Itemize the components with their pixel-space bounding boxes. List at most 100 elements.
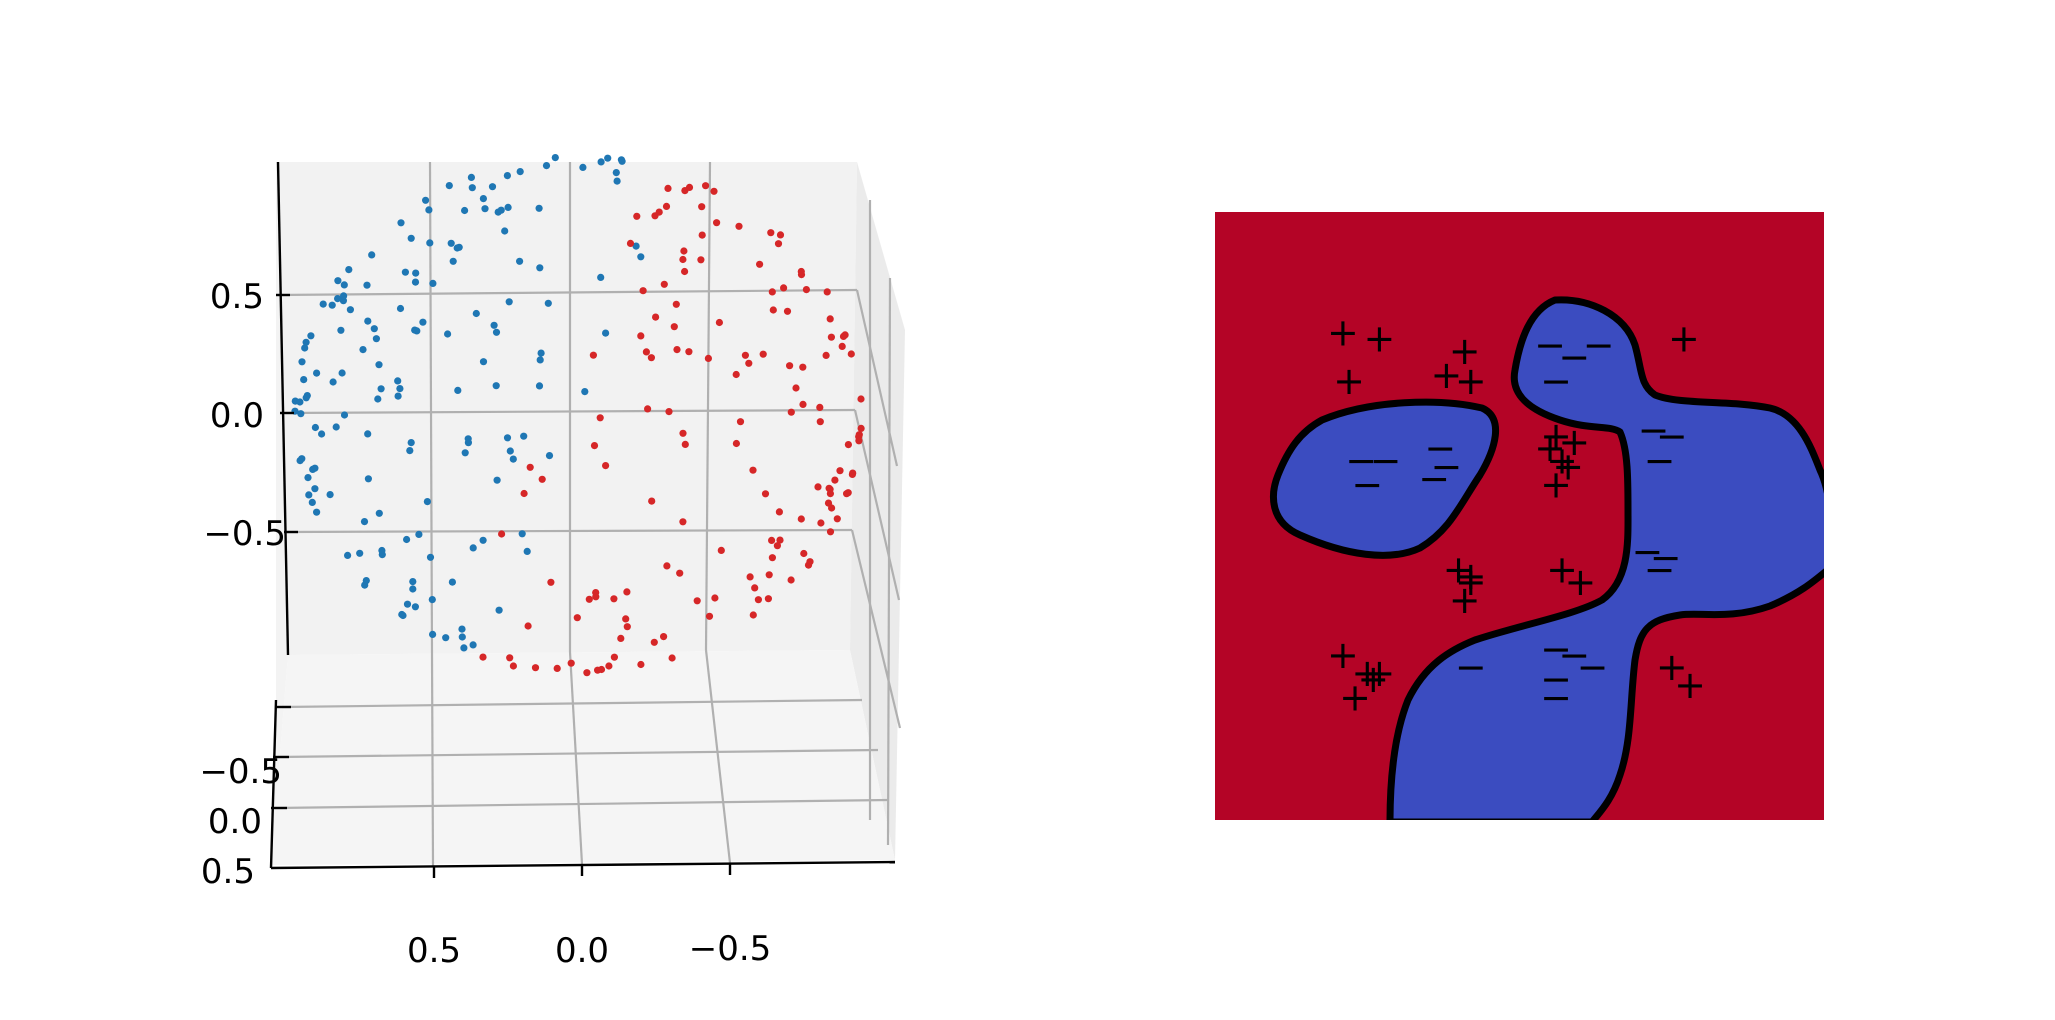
scatter-point bbox=[407, 234, 415, 242]
plus-marker: + bbox=[1656, 645, 1688, 689]
scatter-point bbox=[681, 440, 689, 448]
scatter-point bbox=[680, 247, 688, 255]
scatter-point bbox=[375, 361, 383, 369]
x-tick-label: 0.5 bbox=[407, 931, 461, 971]
scatter-point bbox=[590, 442, 599, 450]
scatter-point bbox=[542, 162, 551, 170]
scatter-point bbox=[396, 385, 404, 393]
scatter-point bbox=[423, 498, 431, 506]
scatter-point bbox=[429, 630, 437, 639]
scatter-point bbox=[481, 205, 489, 213]
z-tick-label: −0.5 bbox=[203, 514, 286, 554]
z-axis-ticks: 0.5 0.0 −0.5 bbox=[203, 277, 298, 554]
plus-marker: + bbox=[1327, 311, 1359, 355]
scatter-point bbox=[663, 562, 671, 570]
scatter-point bbox=[368, 251, 376, 259]
scatter-point bbox=[503, 434, 512, 442]
scatter-point bbox=[334, 295, 342, 303]
scatter-point bbox=[356, 549, 364, 557]
scatter-point bbox=[468, 184, 476, 192]
scatter-point bbox=[745, 359, 753, 367]
scatter-point bbox=[429, 279, 437, 287]
scatter-point bbox=[535, 204, 543, 212]
scatter-point bbox=[469, 544, 477, 552]
minus-marker: − bbox=[1534, 323, 1566, 367]
scatter-point bbox=[567, 659, 575, 667]
scatter-point bbox=[394, 377, 402, 385]
scatter-point bbox=[407, 439, 415, 447]
scatter-point bbox=[544, 299, 552, 307]
minus-marker: − bbox=[1418, 457, 1450, 501]
scatter-point bbox=[613, 177, 621, 185]
scatter-point bbox=[305, 491, 313, 499]
scatter-point bbox=[360, 518, 369, 526]
scatter-point bbox=[454, 386, 462, 394]
scatter-point bbox=[855, 437, 863, 445]
scatter-point bbox=[672, 300, 680, 308]
scatter-point bbox=[597, 158, 605, 166]
scatter-point bbox=[786, 362, 794, 370]
negative-regions bbox=[1270, 296, 1824, 820]
scatter-point bbox=[668, 654, 676, 662]
scatter-point bbox=[469, 641, 477, 649]
scatter-point bbox=[526, 463, 534, 471]
scatter-point bbox=[799, 363, 807, 371]
scatter-point bbox=[768, 554, 777, 562]
scatter-point bbox=[307, 332, 315, 340]
scatter-point bbox=[623, 623, 631, 631]
scatter-point bbox=[787, 408, 795, 416]
scatter-point bbox=[303, 392, 311, 400]
plus-marker: + bbox=[1564, 560, 1596, 604]
scatter-point bbox=[509, 455, 517, 463]
scatter-point bbox=[409, 585, 417, 593]
scatter-point bbox=[501, 227, 509, 235]
scatter-point bbox=[664, 184, 672, 192]
scatter-point bbox=[428, 596, 436, 604]
scatter-point bbox=[338, 369, 346, 377]
scatter-point bbox=[633, 212, 641, 220]
scatter-point bbox=[448, 578, 456, 586]
scatter-point bbox=[492, 382, 500, 390]
scatter-point bbox=[296, 398, 304, 406]
scatter-point bbox=[461, 206, 469, 215]
scatter-point bbox=[623, 588, 631, 596]
scatter-point bbox=[300, 376, 308, 384]
scatter-point bbox=[637, 332, 645, 340]
plus-marker: + bbox=[1455, 560, 1487, 604]
scatter-point bbox=[780, 284, 788, 292]
scatter-point bbox=[479, 653, 487, 661]
scatter-point bbox=[715, 318, 724, 327]
x-axis-ticks: 0.5 0.0 −0.5 bbox=[407, 863, 771, 971]
scatter-point bbox=[827, 333, 836, 341]
scatter-point bbox=[455, 243, 463, 251]
scatter-point bbox=[506, 447, 514, 455]
scatter-point bbox=[711, 594, 719, 602]
scatter-point bbox=[531, 664, 540, 672]
scatter-point bbox=[313, 369, 321, 377]
scatter-point bbox=[547, 578, 555, 586]
scatter-point bbox=[660, 633, 668, 641]
scatter-point bbox=[545, 452, 554, 460]
scatter-point bbox=[394, 392, 402, 400]
scatter-point bbox=[401, 268, 409, 276]
scatter-point bbox=[464, 435, 472, 443]
minus-marker: − bbox=[1583, 323, 1615, 367]
scatter-points bbox=[291, 154, 865, 677]
minus-marker: − bbox=[1644, 548, 1676, 592]
scatter-point bbox=[756, 260, 764, 268]
scatter-point bbox=[597, 273, 605, 281]
pane-floor bbox=[271, 650, 895, 865]
plus-marker: + bbox=[1546, 438, 1578, 482]
scatter-point bbox=[364, 430, 372, 438]
plus-marker: + bbox=[1443, 548, 1475, 592]
scatter-point bbox=[713, 219, 721, 227]
scatter-point bbox=[647, 354, 656, 362]
scatter-point bbox=[326, 491, 334, 499]
scatter-point bbox=[626, 239, 635, 247]
scatter-point bbox=[736, 418, 745, 426]
scatter-point bbox=[816, 418, 824, 426]
scatter-point bbox=[751, 584, 759, 592]
scatter-point bbox=[787, 576, 795, 584]
plus-marker: + bbox=[1449, 578, 1481, 622]
scatter-point bbox=[583, 669, 591, 677]
